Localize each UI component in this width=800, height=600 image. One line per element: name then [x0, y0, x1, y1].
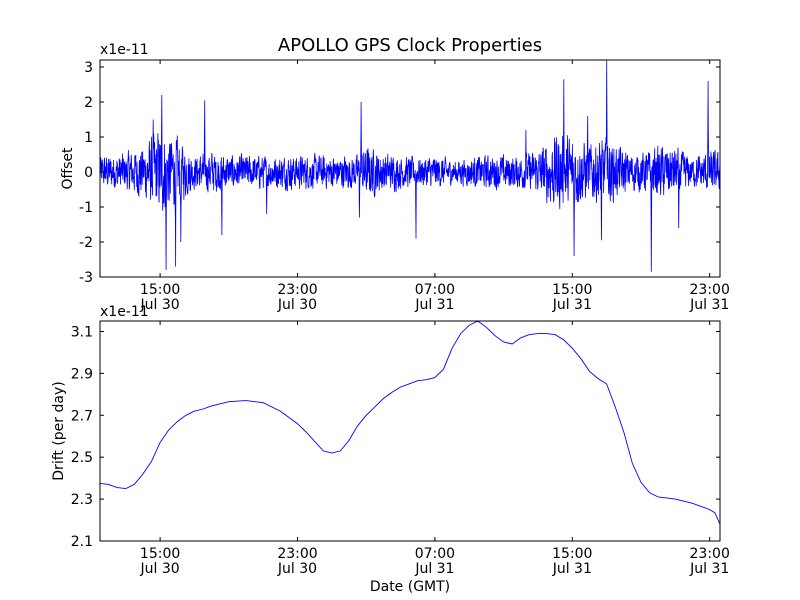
- drift-x-tick-time: 23:00: [277, 546, 317, 562]
- drift-y-tick-label: 2.5: [71, 450, 93, 466]
- offset-series-line: [100, 60, 720, 272]
- offset-x-tick-date: Jul 30: [277, 297, 317, 313]
- offset-y-tick-label: 3: [84, 60, 93, 76]
- offset-x-tick-date: Jul 31: [689, 297, 729, 313]
- drift-y-axis-label: Drift (per day): [51, 381, 67, 480]
- offset-x-tick-time: 15:00: [140, 282, 180, 298]
- drift-y-tick-label: 2.9: [71, 366, 93, 382]
- offset-axes-frame: [99, 59, 721, 278]
- offset-x-tick-date: Jul 31: [552, 297, 592, 313]
- drift-x-tick-date: Jul 30: [277, 561, 317, 577]
- offset-y-tick-label: 0: [84, 165, 93, 181]
- drift-x-tick-date: Jul 30: [140, 561, 180, 577]
- drift-y-tick-label: 2.7: [71, 408, 93, 424]
- drift-x-tick-time: 15:00: [552, 546, 592, 562]
- drift-scale-label: x1e-11: [100, 304, 149, 320]
- offset-x-tick-time: 23:00: [277, 282, 317, 298]
- offset-x-tick-time: 23:00: [690, 282, 730, 298]
- drift-axes-frame: [99, 320, 721, 542]
- drift-y-tick-label: 2.3: [71, 492, 93, 508]
- drift-y-tick-label: 2.1: [71, 534, 93, 550]
- offset-y-tick-label: 2: [84, 95, 93, 111]
- drift-series-line: [100, 321, 720, 525]
- drift-x-tick-date: Jul 31: [689, 561, 729, 577]
- drift-x-tick-date: Jul 31: [552, 561, 592, 577]
- offset-y-tick-label: -3: [79, 270, 93, 286]
- drift-x-tick-time: 15:00: [140, 546, 180, 562]
- drift-x-tick-time: 07:00: [415, 546, 455, 562]
- offset-x-tick-time: 15:00: [552, 282, 592, 298]
- offset-x-tick-time: 07:00: [415, 282, 455, 298]
- drift-x-tick-date: Jul 31: [414, 561, 454, 577]
- offset-y-tick-label: 1: [84, 130, 93, 146]
- offset-y-axis-label: Offset: [60, 147, 76, 190]
- offset-y-tick-label: -1: [79, 200, 93, 216]
- offset-x-tick-date: Jul 30: [140, 297, 180, 313]
- drift-x-tick-time: 23:00: [690, 546, 730, 562]
- figure-title: APOLLO GPS Clock Properties: [278, 35, 542, 56]
- offset-y-tick-label: -2: [79, 235, 93, 251]
- offset-scale-label: x1e-11: [100, 42, 149, 58]
- drift-x-axis-label: Date (GMT): [370, 579, 450, 595]
- offset-x-tick-date: Jul 31: [414, 297, 454, 313]
- drift-y-tick-label: 3.1: [71, 324, 93, 340]
